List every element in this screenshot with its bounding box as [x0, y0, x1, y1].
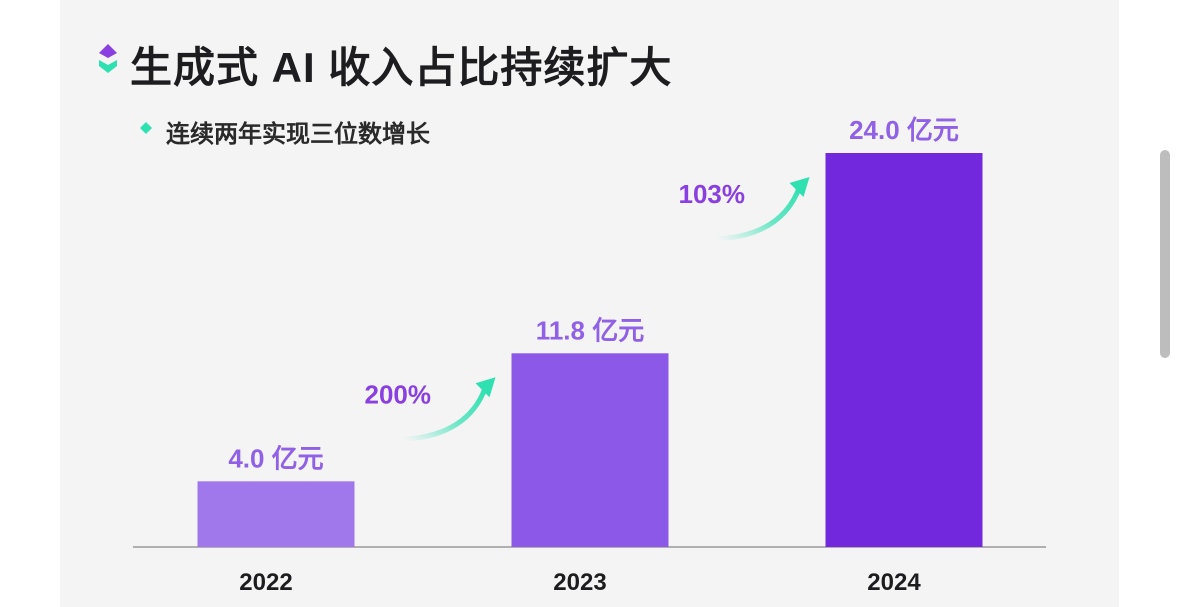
growth-label-1: 200% — [365, 379, 432, 409]
bar-2024 — [825, 153, 983, 547]
bar-2022 — [197, 481, 355, 547]
page-title: 生成式 AI 收入占比持续扩大 — [130, 44, 673, 91]
curved-arrow-icon — [402, 377, 496, 442]
teal-diamond-icon — [140, 122, 152, 134]
page-subtitle: 连续两年实现三位数增长 — [166, 121, 430, 148]
value-label-2024: 24.0 亿元 — [849, 115, 959, 145]
value-label-2023: 11.8 亿元 — [536, 315, 644, 345]
x-tick-label-2022: 2022 — [239, 569, 292, 596]
bar-2023 — [511, 353, 669, 547]
curved-arrow-icon — [716, 177, 810, 242]
x-tick-label-2024: 2024 — [867, 569, 921, 596]
value-label-2022: 4.0 亿元 — [228, 443, 323, 473]
growth-label-2: 103% — [679, 179, 746, 209]
scrollbar-thumb[interactable] — [1160, 150, 1170, 358]
x-tick-label-2023: 2023 — [553, 569, 606, 596]
diamond-chevron-icon — [99, 44, 117, 73]
